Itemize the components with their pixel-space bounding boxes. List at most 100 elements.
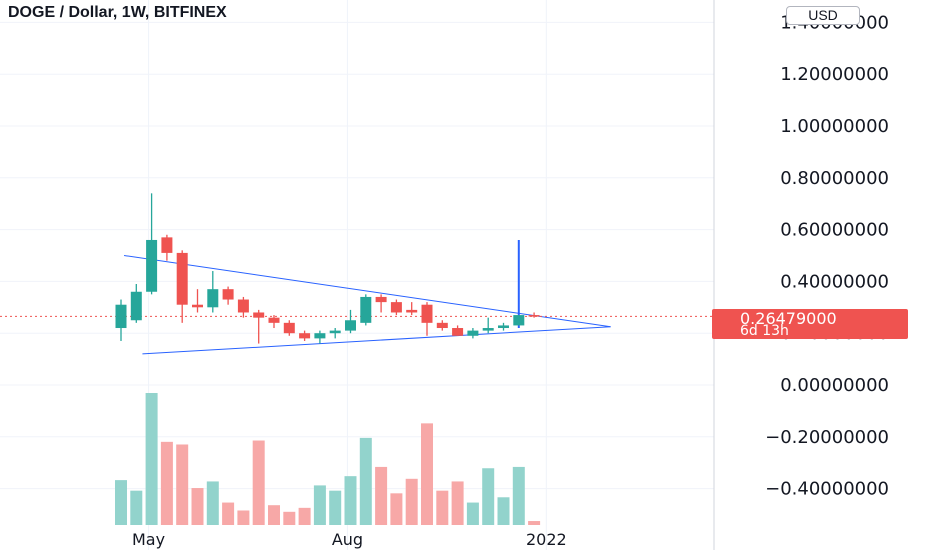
candle-body xyxy=(345,320,356,331)
volume-bar xyxy=(191,488,204,525)
volume-bar xyxy=(145,393,158,525)
volume-bar xyxy=(497,497,510,525)
candle xyxy=(329,328,341,339)
candle xyxy=(283,320,295,336)
candle xyxy=(130,283,142,323)
candle xyxy=(528,312,540,318)
x-tick-label: Aug xyxy=(332,530,363,549)
candle-body xyxy=(161,237,173,253)
y-tick-label: −0.20000000 xyxy=(765,427,889,448)
last-price-value: 0.26479000 xyxy=(740,309,837,328)
candle xyxy=(452,325,464,336)
bar-countdown: 6d 13h xyxy=(740,323,789,339)
volume-bar xyxy=(451,481,464,525)
last-price-tag: 0.26479000 6d 13h xyxy=(712,309,908,339)
candle xyxy=(360,294,372,326)
volume-bar xyxy=(512,466,525,525)
trendline[interactable] xyxy=(142,326,611,355)
candle xyxy=(375,294,387,313)
candle-body xyxy=(268,317,280,323)
candle-body xyxy=(115,304,127,329)
volume-bar xyxy=(160,441,173,525)
candle-body xyxy=(283,322,295,334)
volume-bar xyxy=(252,440,265,525)
candle xyxy=(237,296,249,318)
time-axis[interactable]: May Aug 2022 xyxy=(132,530,567,549)
candle-body xyxy=(130,291,142,321)
candle xyxy=(299,330,311,341)
candle-body xyxy=(222,289,234,300)
candle-body xyxy=(482,328,494,331)
candle-body xyxy=(192,304,203,308)
volume-bar xyxy=(528,521,541,525)
volume-bars xyxy=(115,393,541,525)
candle xyxy=(161,234,173,261)
candle-body xyxy=(299,333,311,339)
candle-body xyxy=(360,296,372,323)
x-tick-label: May xyxy=(132,530,165,549)
volume-bar xyxy=(283,511,296,525)
candle-body xyxy=(467,330,479,336)
price-axis[interactable]: 1.400000001.200000001.000000000.80000000… xyxy=(765,12,889,499)
candle-body xyxy=(528,315,540,317)
y-tick-label: 0.80000000 xyxy=(780,168,889,189)
candle xyxy=(268,315,280,329)
candle xyxy=(176,250,188,323)
volume-bar xyxy=(390,493,403,525)
candle-body xyxy=(253,312,265,318)
candle xyxy=(222,286,234,305)
candle-body xyxy=(314,333,326,339)
volume-bar xyxy=(482,468,495,525)
candle xyxy=(207,271,219,313)
candle xyxy=(436,320,448,331)
chart-title: DOGE / Dollar, 1W, BITFINEX xyxy=(8,4,227,21)
x-tick-label: 2022 xyxy=(526,530,567,549)
volume-bar xyxy=(176,444,189,525)
candle xyxy=(115,299,127,341)
candle xyxy=(345,309,356,334)
candle-body xyxy=(513,315,525,326)
currency-badge[interactable]: USD xyxy=(786,6,860,25)
volume-bar xyxy=(222,502,235,525)
candle xyxy=(482,317,494,334)
grid-lines xyxy=(0,0,714,550)
volume-bar xyxy=(115,480,127,525)
candle xyxy=(192,289,203,313)
trendline[interactable] xyxy=(123,255,611,328)
volume-bar xyxy=(405,478,418,525)
y-tick-label: 1.20000000 xyxy=(780,64,889,85)
candle xyxy=(498,322,509,331)
candle xyxy=(314,330,326,344)
volume-bar xyxy=(421,423,433,525)
candle xyxy=(421,302,433,336)
volume-bar xyxy=(268,505,280,525)
candle-body xyxy=(421,304,433,323)
candle xyxy=(253,309,265,344)
volume-bar xyxy=(298,507,311,525)
candle-body xyxy=(436,322,448,329)
volume-bar xyxy=(237,510,250,525)
candle-body xyxy=(237,299,249,313)
candle-body xyxy=(329,330,341,334)
candle xyxy=(467,328,479,339)
volume-bar xyxy=(359,437,372,525)
volume-bar xyxy=(344,476,357,525)
candlesticks xyxy=(115,193,540,344)
candle xyxy=(146,193,158,295)
candle-body xyxy=(452,328,464,336)
candle xyxy=(390,299,402,316)
candle-body xyxy=(207,289,219,308)
candle xyxy=(513,239,525,329)
candle-body xyxy=(498,325,509,329)
y-tick-label: −0.40000000 xyxy=(765,479,889,500)
volume-bar xyxy=(313,485,326,525)
candle-body xyxy=(406,309,418,313)
volume-bar xyxy=(206,481,219,525)
volume-bar xyxy=(466,502,479,525)
y-tick-label: 0.00000000 xyxy=(780,375,889,396)
candle-body xyxy=(375,296,387,303)
y-tick-label: 0.40000000 xyxy=(780,271,889,292)
triangle-trendlines[interactable] xyxy=(123,255,611,355)
volume-bar xyxy=(436,490,449,525)
